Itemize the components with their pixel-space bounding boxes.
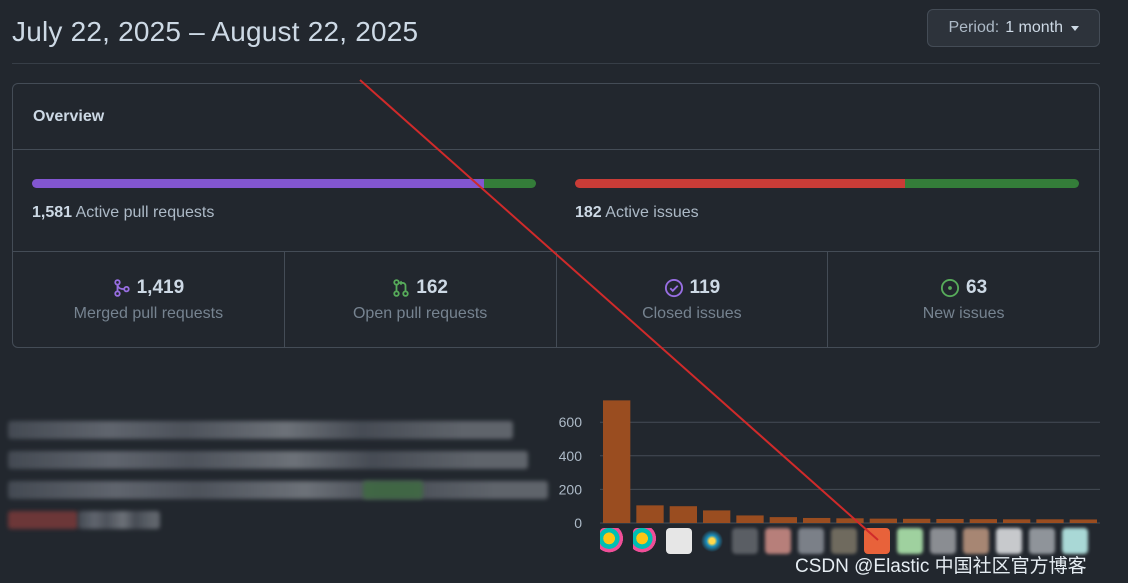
blurred-text-line [78, 511, 160, 529]
stat-open-pull-requests[interactable]: 162 Open pull requests [285, 252, 557, 347]
chart-bar[interactable] [1003, 519, 1031, 523]
commits-bar-chart: 0 200 400 600 [555, 395, 1100, 535]
open-prs-segment [483, 179, 536, 188]
blurred-text-line [8, 421, 513, 439]
avatar[interactable] [963, 528, 989, 554]
chart-bar[interactable] [636, 505, 664, 523]
closed-issues-segment [575, 179, 905, 188]
watermark: CSDN @Elastic 中国社区官方博客 [795, 556, 1087, 577]
chart-svg: 0 200 400 600 [559, 400, 1100, 531]
pull-requests-summary: 1,581 Active pull requests [32, 179, 536, 222]
blurred-text-line [8, 511, 78, 529]
blurred-text-line [8, 451, 528, 469]
avatar[interactable] [996, 528, 1022, 554]
chart-bar[interactable] [903, 518, 931, 523]
blurred-text-line [363, 481, 423, 499]
date-range-title: July 22, 2025 – August 22, 2025 [12, 16, 419, 47]
stat-value: 162 [416, 276, 448, 298]
merged-prs-segment [32, 179, 484, 188]
chart-bar[interactable] [1069, 519, 1097, 523]
active-issues-text: Active issues [605, 204, 699, 221]
period-prefix: Period: [948, 19, 1000, 36]
stat-closed-issues[interactable]: 119 Closed issues [557, 252, 829, 347]
chart-bar[interactable] [1036, 519, 1064, 523]
period-dropdown-button[interactable]: Period: 1 month [927, 9, 1100, 47]
avatar[interactable] [1029, 528, 1055, 554]
overview-stats: 1,419 Merged pull requests 162 Open pull… [13, 252, 1099, 347]
stat-new-issues[interactable]: 63 New issues [828, 252, 1099, 347]
active-issues-count: 182 [575, 204, 602, 221]
chart-bar[interactable] [869, 518, 897, 523]
chart-bar[interactable] [736, 515, 764, 523]
chart-bar[interactable] [836, 518, 864, 523]
header: July 22, 2025 – August 22, 2025 Period: … [12, 9, 1100, 54]
overview-bars: 1,581 Active pull requests 182 Active is… [13, 150, 1099, 252]
avatar[interactable] [1062, 528, 1088, 554]
avatar[interactable] [765, 528, 791, 554]
stat-merged-pull-requests[interactable]: 1,419 Merged pull requests [13, 252, 285, 347]
chart-bar[interactable] [936, 518, 964, 523]
period-value: 1 month [1005, 19, 1063, 36]
y-tick-label: 200 [559, 481, 583, 497]
stat-value: 119 [689, 276, 721, 298]
merge-icon [113, 278, 131, 297]
issues-bar [575, 179, 1079, 188]
active-pull-requests-count: 1,581 [32, 204, 73, 221]
chart-bar[interactable] [669, 506, 697, 523]
overview-box: Overview 1,581 Active pull requests 182 … [12, 83, 1100, 348]
chart-bar[interactable] [803, 517, 831, 523]
header-divider [12, 63, 1100, 64]
chart-bar[interactable] [603, 400, 631, 523]
avatar[interactable] [732, 528, 758, 554]
avatar[interactable] [699, 528, 725, 554]
check-circle-icon [664, 278, 684, 298]
issues-summary: 182 Active issues [575, 179, 1079, 222]
stat-value: 1,419 [136, 276, 185, 298]
chart-bar[interactable] [969, 519, 997, 523]
chart-bar[interactable] [703, 510, 731, 523]
y-tick-label: 400 [559, 448, 583, 464]
stat-value: 63 [966, 276, 988, 298]
stat-label: Closed issues [642, 304, 742, 322]
active-pull-requests-text: Active pull requests [75, 204, 215, 221]
blurred-summary-text [8, 415, 553, 535]
stat-label: Open pull requests [352, 304, 488, 322]
stat-label: Merged pull requests [73, 304, 224, 322]
y-tick-label: 0 [574, 515, 582, 531]
pull-requests-bar [32, 179, 536, 188]
avatar[interactable] [897, 528, 923, 554]
y-tick-label: 600 [559, 414, 583, 430]
overview-title: Overview [13, 84, 1099, 150]
stat-label: New issues [922, 304, 1005, 322]
avatar[interactable] [930, 528, 956, 554]
pull-request-icon [392, 278, 410, 297]
avatar[interactable] [633, 528, 659, 554]
new-issues-segment [904, 179, 1079, 188]
avatar[interactable] [600, 528, 626, 554]
issue-opened-icon [940, 278, 960, 298]
caret-down-icon [1071, 25, 1079, 31]
chart-bar[interactable] [769, 517, 797, 523]
active-issues-label[interactable]: 182 Active issues [575, 204, 1079, 222]
blurred-text-line [8, 481, 548, 499]
active-pull-requests-label[interactable]: 1,581 Active pull requests [32, 204, 536, 222]
avatar[interactable] [666, 528, 692, 554]
